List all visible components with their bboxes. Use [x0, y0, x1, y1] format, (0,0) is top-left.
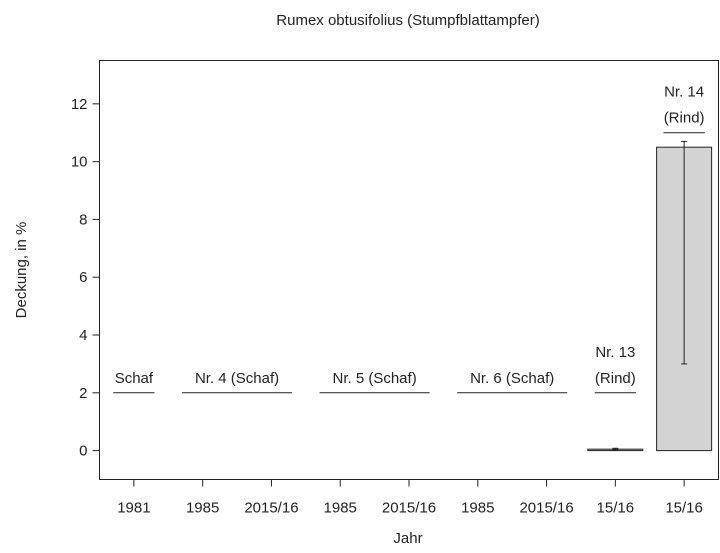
x-tick-label: 1985: [324, 500, 357, 517]
annotation-label: (Rind): [595, 370, 636, 387]
y-tick-label: 4: [79, 327, 87, 344]
x-tick-label: 1985: [186, 500, 219, 517]
x-tick-label: 1981: [117, 500, 150, 517]
annotation-label: Nr. 4 (Schaf): [195, 370, 279, 387]
annotation-label: Nr. 5 (Schaf): [333, 370, 417, 387]
x-tick-label: 2015/16: [244, 500, 298, 517]
x-tick-label: 2015/16: [382, 500, 436, 517]
annotation-label: (Rind): [664, 110, 705, 127]
annotation-label: Nr. 13: [595, 344, 635, 361]
x-tick-label: 2015/16: [519, 500, 573, 517]
x-tick-label: 15/16: [665, 500, 703, 517]
y-tick-label: 2: [79, 385, 87, 402]
chart-title: Rumex obtusifolius (Stumpfblattampfer): [276, 12, 539, 29]
y-tick-label: 10: [71, 154, 88, 171]
annotation-label: Nr. 6 (Schaf): [470, 370, 554, 387]
x-tick-label: 1985: [461, 500, 494, 517]
plot-frame: [99, 60, 719, 480]
y-tick-label: 8: [79, 211, 87, 228]
y-tick-label: 6: [79, 269, 87, 286]
x-tick-label: 15/16: [597, 500, 635, 517]
y-axis-label: Deckung, in %: [13, 222, 30, 319]
y-tick-label: 0: [79, 443, 87, 460]
error-bar: [681, 140, 688, 365]
y-tick-label: 12: [71, 96, 88, 113]
annotation-label: Nr. 14: [664, 84, 704, 101]
x-axis-label: Jahr: [393, 530, 422, 547]
error-bar: [612, 447, 619, 451]
annotation-label: Schaf: [115, 370, 154, 387]
